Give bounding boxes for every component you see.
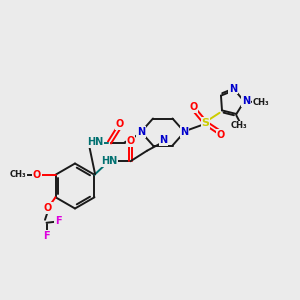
Text: CH₃: CH₃ xyxy=(10,170,26,179)
Text: N: N xyxy=(137,127,145,137)
Text: HN: HN xyxy=(101,156,118,166)
Text: O: O xyxy=(44,203,52,213)
Text: O: O xyxy=(33,170,41,180)
Text: N: N xyxy=(229,84,237,94)
Text: O: O xyxy=(189,102,198,112)
Text: CH₃: CH₃ xyxy=(231,122,248,130)
Text: F: F xyxy=(43,231,50,241)
Text: O: O xyxy=(126,136,135,146)
Text: F: F xyxy=(55,216,62,226)
Text: O: O xyxy=(116,119,124,130)
Text: S: S xyxy=(202,118,209,128)
Text: N: N xyxy=(180,127,189,137)
Text: CH₃: CH₃ xyxy=(253,98,270,106)
Text: O: O xyxy=(217,130,225,140)
Text: N: N xyxy=(242,96,250,106)
Text: N: N xyxy=(159,135,167,145)
Text: HN: HN xyxy=(87,137,104,147)
